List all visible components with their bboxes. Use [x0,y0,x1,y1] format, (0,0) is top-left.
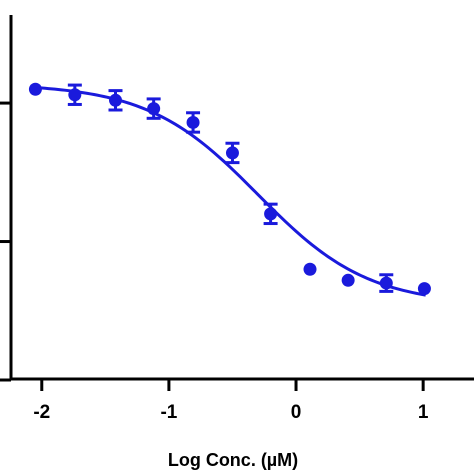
axes [0,15,474,391]
x-tick-label: 1 [418,402,429,423]
data-point [147,102,161,116]
x-tick-label: -2 [33,402,50,423]
x-axis-title: Log Conc. (µM) [168,450,298,470]
labels-layer: -2 -1 0 1 [33,402,429,423]
data-point [341,273,355,287]
data-point [28,82,42,96]
data-point [225,146,239,160]
data-point [109,93,123,107]
data-point [417,282,431,296]
data-point [379,276,393,290]
x-tick-label: 0 [291,402,302,423]
fit-curve-layer [35,86,426,297]
data-point [303,262,317,276]
data-point [186,115,200,129]
data-points-layer [28,82,431,296]
data-point [68,88,82,102]
data-point [264,207,278,221]
x-tick-label: -1 [160,402,177,423]
fit-curve [35,86,426,297]
